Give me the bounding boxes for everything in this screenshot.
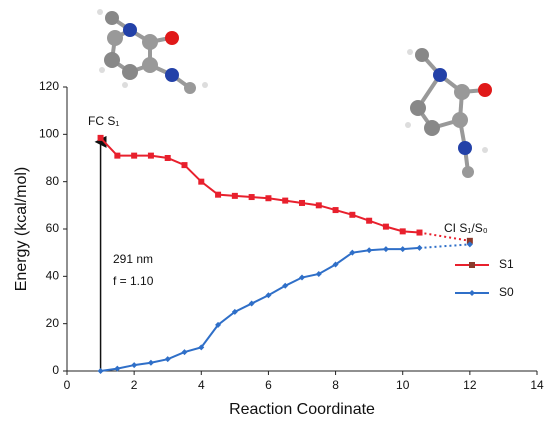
marker bbox=[349, 249, 356, 256]
marker bbox=[164, 155, 171, 161]
marker bbox=[181, 349, 188, 356]
marker bbox=[299, 199, 305, 206]
annotation-wavelength: 291 nm bbox=[113, 252, 153, 266]
marker bbox=[282, 197, 289, 204]
marker bbox=[466, 241, 473, 248]
marker bbox=[97, 368, 104, 374]
marker bbox=[131, 362, 138, 369]
marker bbox=[164, 356, 171, 363]
marker bbox=[399, 246, 406, 253]
y-tick-label: 40 bbox=[46, 269, 60, 283]
marker bbox=[315, 202, 322, 209]
marker bbox=[215, 191, 222, 198]
molecule-right bbox=[405, 48, 492, 178]
y-tick-label: 20 bbox=[46, 316, 60, 330]
x-tick-label: 8 bbox=[332, 378, 339, 392]
marker bbox=[265, 195, 272, 202]
marker bbox=[399, 228, 406, 235]
annotation-fc: FC S₁ bbox=[88, 114, 119, 128]
x-axis-label: Reaction Coordinate bbox=[229, 401, 375, 418]
annotation-oscillator: f = 1.10 bbox=[113, 274, 154, 288]
marker bbox=[231, 192, 238, 199]
series-line bbox=[100, 246, 420, 372]
y-tick-label: 120 bbox=[39, 79, 59, 93]
marker bbox=[147, 152, 154, 159]
marker bbox=[332, 261, 339, 268]
marker bbox=[349, 211, 356, 218]
y-tick-label: 0 bbox=[52, 363, 59, 377]
legend-marker bbox=[469, 290, 475, 296]
marker bbox=[466, 237, 473, 244]
marker bbox=[97, 134, 104, 141]
marker bbox=[299, 274, 305, 281]
legend-label: S0 bbox=[499, 285, 514, 299]
marker bbox=[114, 152, 121, 159]
marker bbox=[181, 162, 188, 169]
marker bbox=[248, 300, 255, 307]
marker bbox=[332, 207, 339, 214]
marker bbox=[198, 178, 205, 185]
marker bbox=[114, 365, 121, 372]
x-tick-label: 0 bbox=[64, 378, 71, 392]
marker bbox=[382, 246, 389, 253]
series-line-dotted bbox=[419, 231, 471, 242]
series-line-dotted bbox=[419, 243, 470, 249]
marker bbox=[215, 321, 222, 328]
marker bbox=[416, 244, 423, 251]
marker bbox=[366, 247, 373, 254]
y-tick-label: 100 bbox=[39, 127, 59, 141]
molecule-left bbox=[97, 9, 208, 94]
x-tick-label: 2 bbox=[131, 378, 138, 392]
y-axis-label: Energy (kcal/mol) bbox=[13, 167, 30, 291]
legend-label: S1 bbox=[499, 257, 514, 271]
marker bbox=[315, 270, 322, 277]
x-tick-label: 6 bbox=[265, 378, 272, 392]
marker bbox=[382, 223, 389, 230]
annotation-ci: CI S₁/S₀ bbox=[444, 221, 488, 235]
marker bbox=[416, 229, 423, 236]
x-tick-label: 12 bbox=[463, 378, 477, 392]
marker bbox=[248, 194, 255, 201]
y-tick-label: 80 bbox=[46, 174, 60, 188]
legend-marker bbox=[469, 262, 475, 268]
y-tick-label: 60 bbox=[46, 221, 60, 235]
marker bbox=[147, 359, 154, 366]
marker bbox=[231, 308, 238, 315]
marker bbox=[282, 282, 289, 289]
marker bbox=[131, 152, 138, 159]
x-tick-label: 4 bbox=[198, 378, 205, 392]
marker bbox=[265, 292, 272, 299]
marker bbox=[198, 344, 205, 351]
marker bbox=[366, 217, 373, 224]
x-tick-label: 14 bbox=[530, 378, 544, 392]
x-tick-label: 10 bbox=[396, 378, 410, 392]
